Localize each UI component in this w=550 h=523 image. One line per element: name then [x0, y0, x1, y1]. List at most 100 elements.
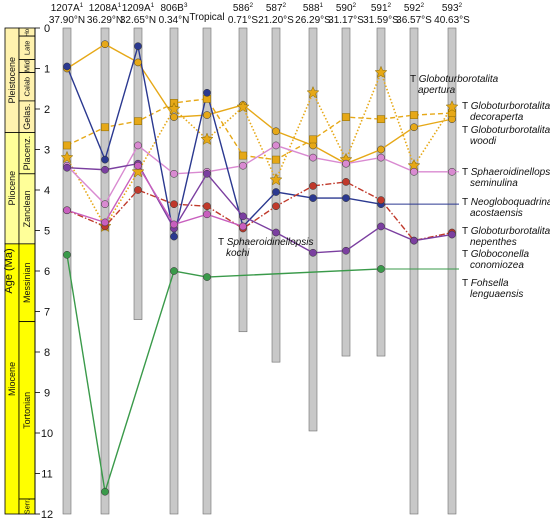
- series-label: T Sphaeroidinellopsis: [218, 237, 313, 248]
- stage-label: Messinian: [22, 262, 32, 303]
- series-label-species: woodi: [470, 136, 497, 147]
- y-tick-label: 11: [41, 469, 52, 481]
- data-point-square: [342, 113, 350, 121]
- y-axis-title: Age (Ma): [3, 248, 15, 293]
- series-line: [66, 98, 453, 161]
- data-point: [101, 155, 109, 164]
- series-label-species: decoraperta: [470, 112, 524, 123]
- data-point-star: [60, 150, 74, 164]
- site-latitude: 21.20°S: [258, 15, 294, 26]
- data-point: [239, 161, 247, 170]
- data-point: [101, 40, 109, 49]
- series-label-species: acostaensis: [470, 208, 523, 219]
- y-tick-label: 7: [44, 307, 50, 319]
- data-point: [410, 123, 418, 132]
- y-tick-label: 12: [41, 509, 53, 521]
- data-point: [170, 232, 178, 241]
- data-point: [203, 88, 211, 97]
- data-point: [272, 127, 280, 136]
- series-line: [66, 181, 453, 242]
- series-line: [66, 254, 382, 492]
- data-point: [377, 222, 385, 231]
- data-point: [63, 62, 71, 71]
- data-point: [63, 163, 71, 172]
- site-name: Tropical: [189, 12, 224, 23]
- site-latitude: 36.29°N: [87, 15, 123, 26]
- y-tick-label: 4: [44, 185, 50, 197]
- site-latitude: 0.34°N: [159, 15, 190, 26]
- data-point: [170, 169, 178, 178]
- data-point-star: [269, 173, 283, 186]
- stage-label: Tortonian: [22, 392, 32, 429]
- epoch-label: Pleistocene: [7, 57, 17, 104]
- site-bar: [376, 27, 386, 357]
- data-point-square: [410, 111, 418, 119]
- data-point: [63, 206, 71, 215]
- data-point: [101, 165, 109, 174]
- data-point: [342, 246, 350, 255]
- site-latitude: 40.63°S: [434, 15, 470, 26]
- site-bar: [100, 27, 110, 515]
- site-bar: [409, 27, 419, 515]
- data-point: [309, 248, 317, 257]
- site-name: 5862: [233, 2, 254, 14]
- stage-label: Calab: [23, 77, 32, 97]
- series-label: T Sphaeroidinellopsis: [462, 167, 550, 178]
- data-point-star: [306, 85, 320, 99]
- stage-label: Serr.: [23, 499, 32, 515]
- data-point: [170, 267, 178, 275]
- data-point: [170, 113, 178, 121]
- y-tick-label: 6: [44, 266, 50, 278]
- data-point: [272, 202, 280, 211]
- site-latitude: 32.65°N: [120, 15, 156, 26]
- y-tick-label: 8: [44, 347, 50, 359]
- series-line: [66, 46, 382, 237]
- stage-label: Placenz.: [22, 136, 32, 171]
- series-label-species: conomiozea: [470, 260, 524, 271]
- stage-label: Mid: [23, 60, 32, 72]
- site-latitude: 31.59°S: [363, 15, 399, 26]
- data-point: [239, 212, 247, 221]
- datum-lines: [66, 43, 453, 492]
- data-point: [63, 250, 71, 259]
- data-point: [203, 202, 211, 211]
- data-point-square: [309, 135, 317, 144]
- data-point: [342, 194, 350, 202]
- data-point-star: [200, 132, 214, 145]
- data-point-square: [134, 117, 142, 126]
- site-name: 5872: [266, 2, 287, 14]
- data-point: [309, 194, 317, 202]
- site-bar: [202, 27, 212, 515]
- site-name: 5902: [336, 2, 357, 14]
- y-tick-label: 3: [44, 145, 50, 157]
- stage-label: Gelas.: [22, 104, 32, 130]
- site-bar: [341, 27, 351, 357]
- data-point: [272, 141, 280, 150]
- data-point-square: [63, 141, 71, 150]
- data-point: [272, 188, 280, 196]
- y-tick-label: 2: [44, 104, 50, 116]
- series-label-species: apertura: [418, 85, 456, 96]
- y-tick-label: 10: [41, 428, 53, 440]
- data-point: [101, 200, 109, 209]
- data-point: [101, 487, 109, 496]
- series-line: [66, 70, 453, 229]
- y-tick-label: 9: [44, 388, 50, 400]
- site-latitude: 26.29°S: [295, 15, 331, 26]
- stage-label: Late: [23, 41, 32, 56]
- site-name: 5881: [303, 2, 324, 14]
- data-point-star: [167, 102, 181, 115]
- site-bar: [62, 27, 72, 515]
- epoch-label: Pliocene: [7, 171, 17, 206]
- site-bar: [238, 27, 248, 333]
- series-label: T Neogloboquadrina: [462, 197, 550, 208]
- data-point: [377, 153, 385, 162]
- site-latitude: 0.71°S: [228, 15, 258, 26]
- site-latitude: 31.17°S: [328, 15, 364, 26]
- y-tick-label: 0: [44, 23, 50, 35]
- data-point: [342, 178, 350, 186]
- data-point-square: [377, 115, 385, 123]
- data-point-star: [131, 164, 145, 178]
- site-name: 5912: [371, 2, 392, 14]
- data-point-star: [374, 65, 388, 79]
